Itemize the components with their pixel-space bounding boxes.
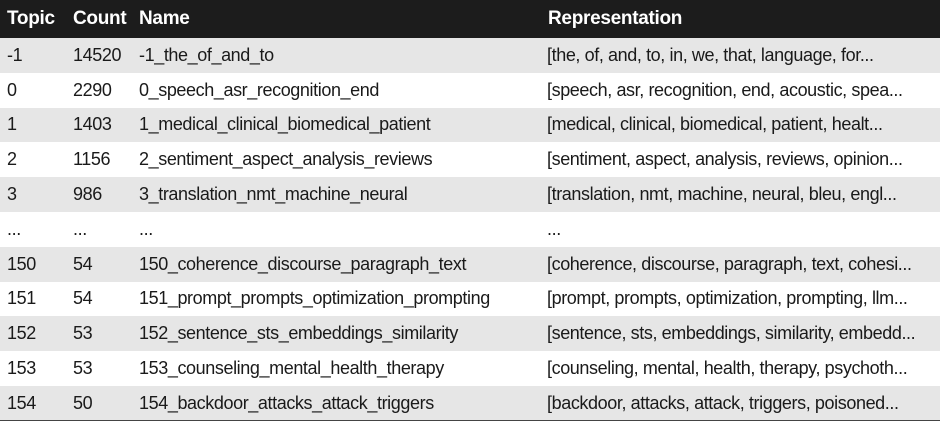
- cell-topic: 151: [7, 288, 36, 309]
- cell-representation: [sentiment, aspect, analysis, reviews, o…: [547, 149, 903, 170]
- cell-count: 1403: [73, 114, 112, 135]
- cell-name: 0_speech_asr_recognition_end: [139, 79, 379, 100]
- cell-representation: [backdoor, attacks, attack, triggers, po…: [547, 392, 899, 413]
- cell-count: 2290: [73, 79, 112, 100]
- cell-topic: 1: [7, 114, 17, 135]
- cell-name: 1_medical_clinical_biomedical_patient: [139, 114, 431, 135]
- cell-topic: -1: [7, 44, 23, 65]
- table-row: 153 53 153_counseling_mental_health_ther…: [0, 351, 940, 386]
- cell-topic: 2: [7, 149, 17, 170]
- cell-name: 3_translation_nmt_machine_neural: [139, 184, 408, 205]
- table-row: 152 53 152_sentence_sts_embeddings_simil…: [0, 316, 940, 352]
- cell-name: 2_sentiment_aspect_analysis_reviews: [139, 149, 433, 170]
- cell-name: 150_coherence_discourse_paragraph_text: [139, 253, 467, 274]
- cell-topic: 3: [7, 184, 17, 205]
- cell-count: 986: [73, 184, 102, 205]
- cell-representation: [translation, nmt, machine, neural, bleu…: [547, 184, 897, 205]
- cell-representation: [counseling, mental, health, therapy, ps…: [547, 358, 908, 379]
- cell-name: ...: [139, 218, 153, 239]
- cell-count: ...: [73, 218, 87, 239]
- topic-table-container: Topic Count Name Representation -1 14520…: [0, 0, 940, 421]
- table-row: 1 1403 1_medical_clinical_biomedical_pat…: [0, 107, 940, 143]
- cell-name: -1_the_of_and_to: [139, 44, 274, 65]
- table-body: -1 14520 -1_the_of_and_to [the, of, and,…: [0, 38, 940, 421]
- cell-representation: [prompt, prompts, optimization, promptin…: [547, 288, 908, 309]
- header-representation: Representation: [548, 8, 683, 29]
- table-row: 154 50 154_backdoor_attacks_attack_trigg…: [0, 385, 940, 421]
- table-row: 3 986 3_translation_nmt_machine_neural […: [0, 177, 940, 212]
- cell-representation: [the, of, and, to, in, we, that, languag…: [547, 44, 874, 65]
- cell-name: 153_counseling_mental_health_therapy: [139, 358, 444, 379]
- cell-representation: [medical, clinical, biomedical, patient,…: [547, 114, 883, 135]
- cell-count: 53: [73, 323, 93, 344]
- cell-topic: 154: [7, 392, 36, 413]
- table-header-row: Topic Count Name Representation: [0, 0, 940, 38]
- cell-topic: ...: [7, 218, 21, 239]
- topic-table: Topic Count Name Representation -1 14520…: [0, 0, 940, 421]
- cell-representation: [speech, asr, recognition, end, acoustic…: [547, 79, 903, 100]
- cell-representation: [coherence, discourse, paragraph, text, …: [547, 253, 912, 274]
- cell-name: 151_prompt_prompts_optimization_promptin…: [139, 288, 490, 309]
- cell-count: 54: [73, 253, 93, 274]
- table-row-ellipsis: ... ... ... ...: [0, 211, 940, 247]
- cell-count: 54: [73, 288, 93, 309]
- table-row: -1 14520 -1_the_of_and_to [the, of, and,…: [0, 38, 940, 73]
- header-count: Count: [73, 8, 127, 29]
- table-row: 150 54 150_coherence_discourse_paragraph…: [0, 246, 940, 282]
- cell-topic: 152: [7, 323, 36, 344]
- table-row: 2 1156 2_sentiment_aspect_analysis_revie…: [0, 142, 940, 178]
- table-row: 151 54 151_prompt_prompts_optimization_p…: [0, 281, 940, 317]
- cell-count: 1156: [73, 149, 111, 170]
- cell-name: 152_sentence_sts_embeddings_similarity: [139, 323, 458, 344]
- table-row: 0 2290 0_speech_asr_recognition_end [spe…: [0, 72, 940, 108]
- cell-count: 50: [73, 392, 93, 413]
- cell-topic: 153: [7, 358, 36, 379]
- header-topic: Topic: [7, 8, 55, 29]
- header-name: Name: [139, 8, 190, 29]
- cell-name: 154_backdoor_attacks_attack_triggers: [139, 392, 434, 413]
- cell-representation: [sentence, sts, embeddings, similarity, …: [547, 323, 916, 344]
- cell-topic: 0: [7, 79, 17, 100]
- cell-representation: ...: [547, 218, 561, 239]
- cell-count: 53: [73, 358, 93, 379]
- cell-topic: 150: [7, 253, 36, 274]
- cell-count: 14520: [73, 44, 122, 65]
